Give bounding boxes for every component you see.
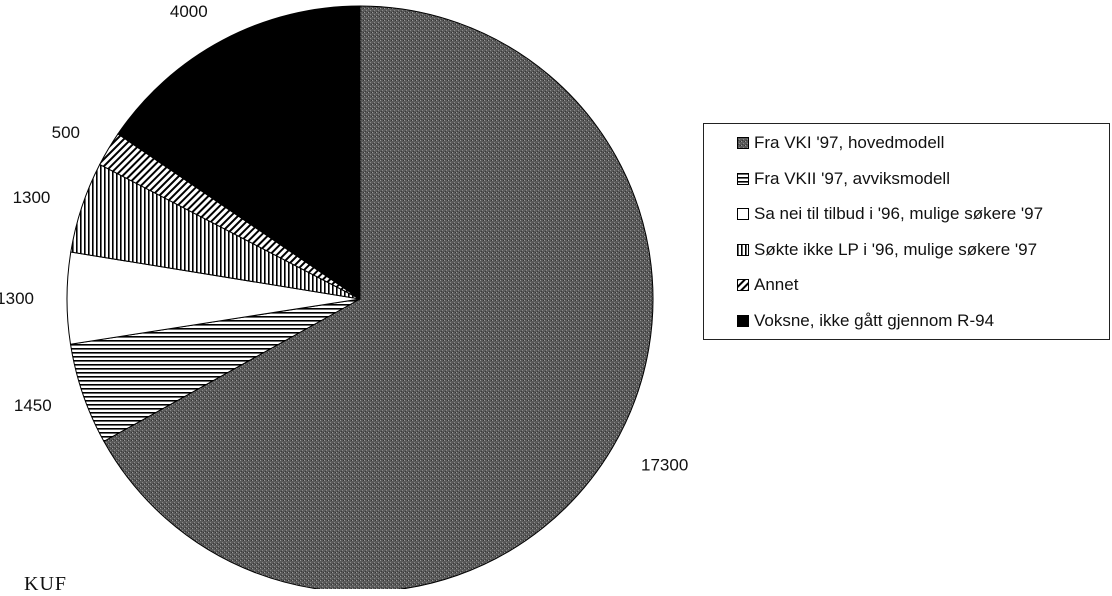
legend-label: Voksne, ikke gått gjennom R-94: [754, 311, 994, 331]
legend-swatch: [737, 244, 749, 256]
legend-item-fra-vki-97-hovedmodell: Fra VKI '97, hovedmodell: [737, 133, 944, 153]
data-label-sa-nei-til-tilbud-i-96-mulige-s-kere-97: 1300: [0, 289, 34, 308]
pie-slices: [67, 6, 653, 589]
data-label-fra-vki-97-hovedmodell: 17300: [641, 455, 688, 474]
legend-item-fra-vkii-97-avviksmodell: Fra VKII '97, avviksmodell: [737, 169, 950, 189]
data-label-annet: 500: [52, 123, 80, 142]
data-label-s-kte-ikke-lp-i-96-mulige-s-kere-97: 1300: [13, 188, 51, 207]
legend-swatch: [737, 279, 749, 291]
data-label-voksne-ikke-ga-tt-gjennom-r-94: 4000: [170, 2, 208, 21]
legend-label: Søkte ikke LP i '96, mulige søkere '97: [754, 240, 1037, 260]
legend-swatch: [737, 173, 749, 185]
legend-label: Fra VKI '97, hovedmodell: [754, 133, 944, 153]
legend-item-annet: Annet: [737, 275, 798, 295]
data-label-fra-vkii-97-avviksmodell: 1450: [14, 396, 52, 415]
legend-item-s-kte-ikke-lp-i-96-mulige-s-kere-97: Søkte ikke LP i '96, mulige søkere '97: [737, 240, 1037, 260]
source-label: KUF: [24, 573, 67, 596]
legend-swatch: [737, 208, 749, 220]
legend-label: Annet: [754, 275, 798, 295]
legend-swatch: [737, 137, 749, 149]
legend-item-voksne-ikke-ga-tt-gjennom-r-94: Voksne, ikke gått gjennom R-94: [737, 311, 994, 331]
legend-label: Sa nei til tilbud i '96, mulige søkere '…: [754, 204, 1043, 224]
legend-item-sa-nei-til-tilbud-i-96-mulige-s-kere-97: Sa nei til tilbud i '96, mulige søkere '…: [737, 204, 1043, 224]
legend: Fra VKI '97, hovedmodell Fra VKII '97, av…: [703, 123, 1110, 340]
legend-label: Fra VKII '97, avviksmodell: [754, 169, 950, 189]
legend-swatch: [737, 315, 749, 327]
